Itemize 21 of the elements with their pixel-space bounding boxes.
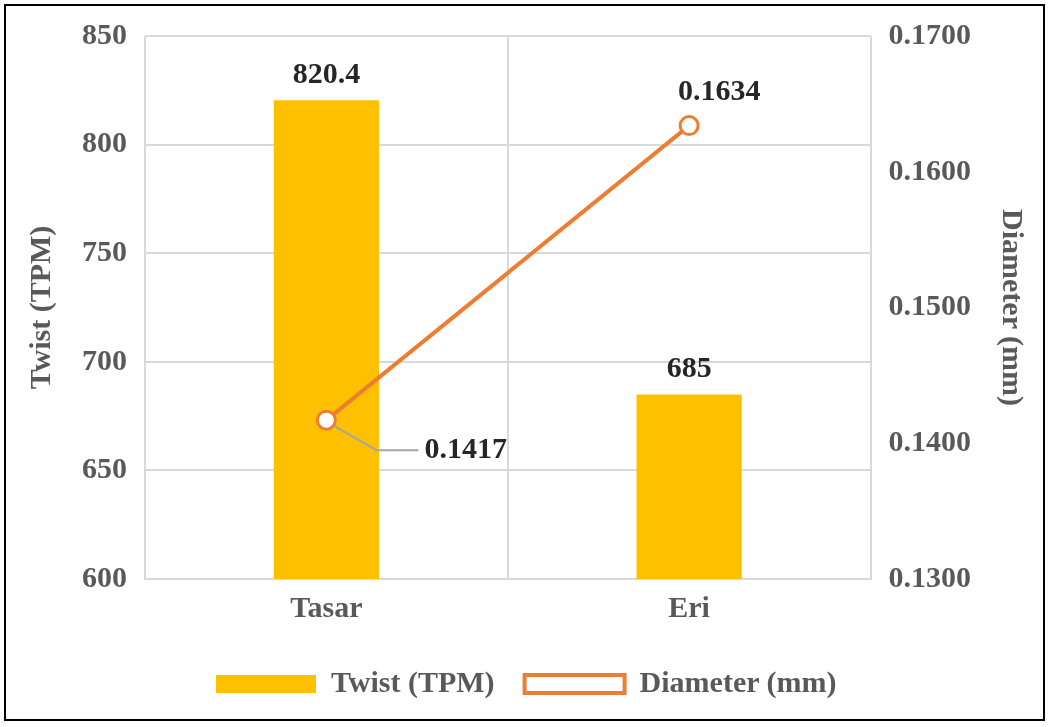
y-tick-label: 800	[82, 125, 127, 159]
legend-label: Diameter (mm)	[639, 664, 837, 699]
data-label: 0.1634	[677, 73, 761, 107]
y2-tick-label: 0.1400	[888, 424, 971, 457]
y2-tick-label: 0.1500	[888, 288, 971, 322]
x-tick-label: Tasar	[290, 589, 363, 623]
legend-label: Twist (TPM)	[331, 664, 495, 699]
y-axis-title: Twist (TPM)	[22, 225, 57, 390]
y-tick-label: 700	[82, 342, 127, 376]
data-label: 685	[666, 350, 712, 384]
y2-tick-label: 0.1700	[888, 16, 971, 50]
y2-axis-title: Diameter (mm)	[996, 209, 1031, 406]
data-label: 820.4	[292, 56, 361, 90]
y-tick-label: 750	[82, 233, 127, 267]
x-tick-label: Eri	[668, 589, 710, 623]
y-tick-label: 650	[82, 451, 127, 485]
y-tick-label: 850	[82, 16, 127, 50]
y-tick-label: 600	[82, 559, 127, 593]
y2-tick-label: 0.1600	[888, 152, 971, 186]
data-label: 0.1417	[424, 430, 507, 464]
y2-tick-label: 0.1300	[888, 559, 971, 593]
